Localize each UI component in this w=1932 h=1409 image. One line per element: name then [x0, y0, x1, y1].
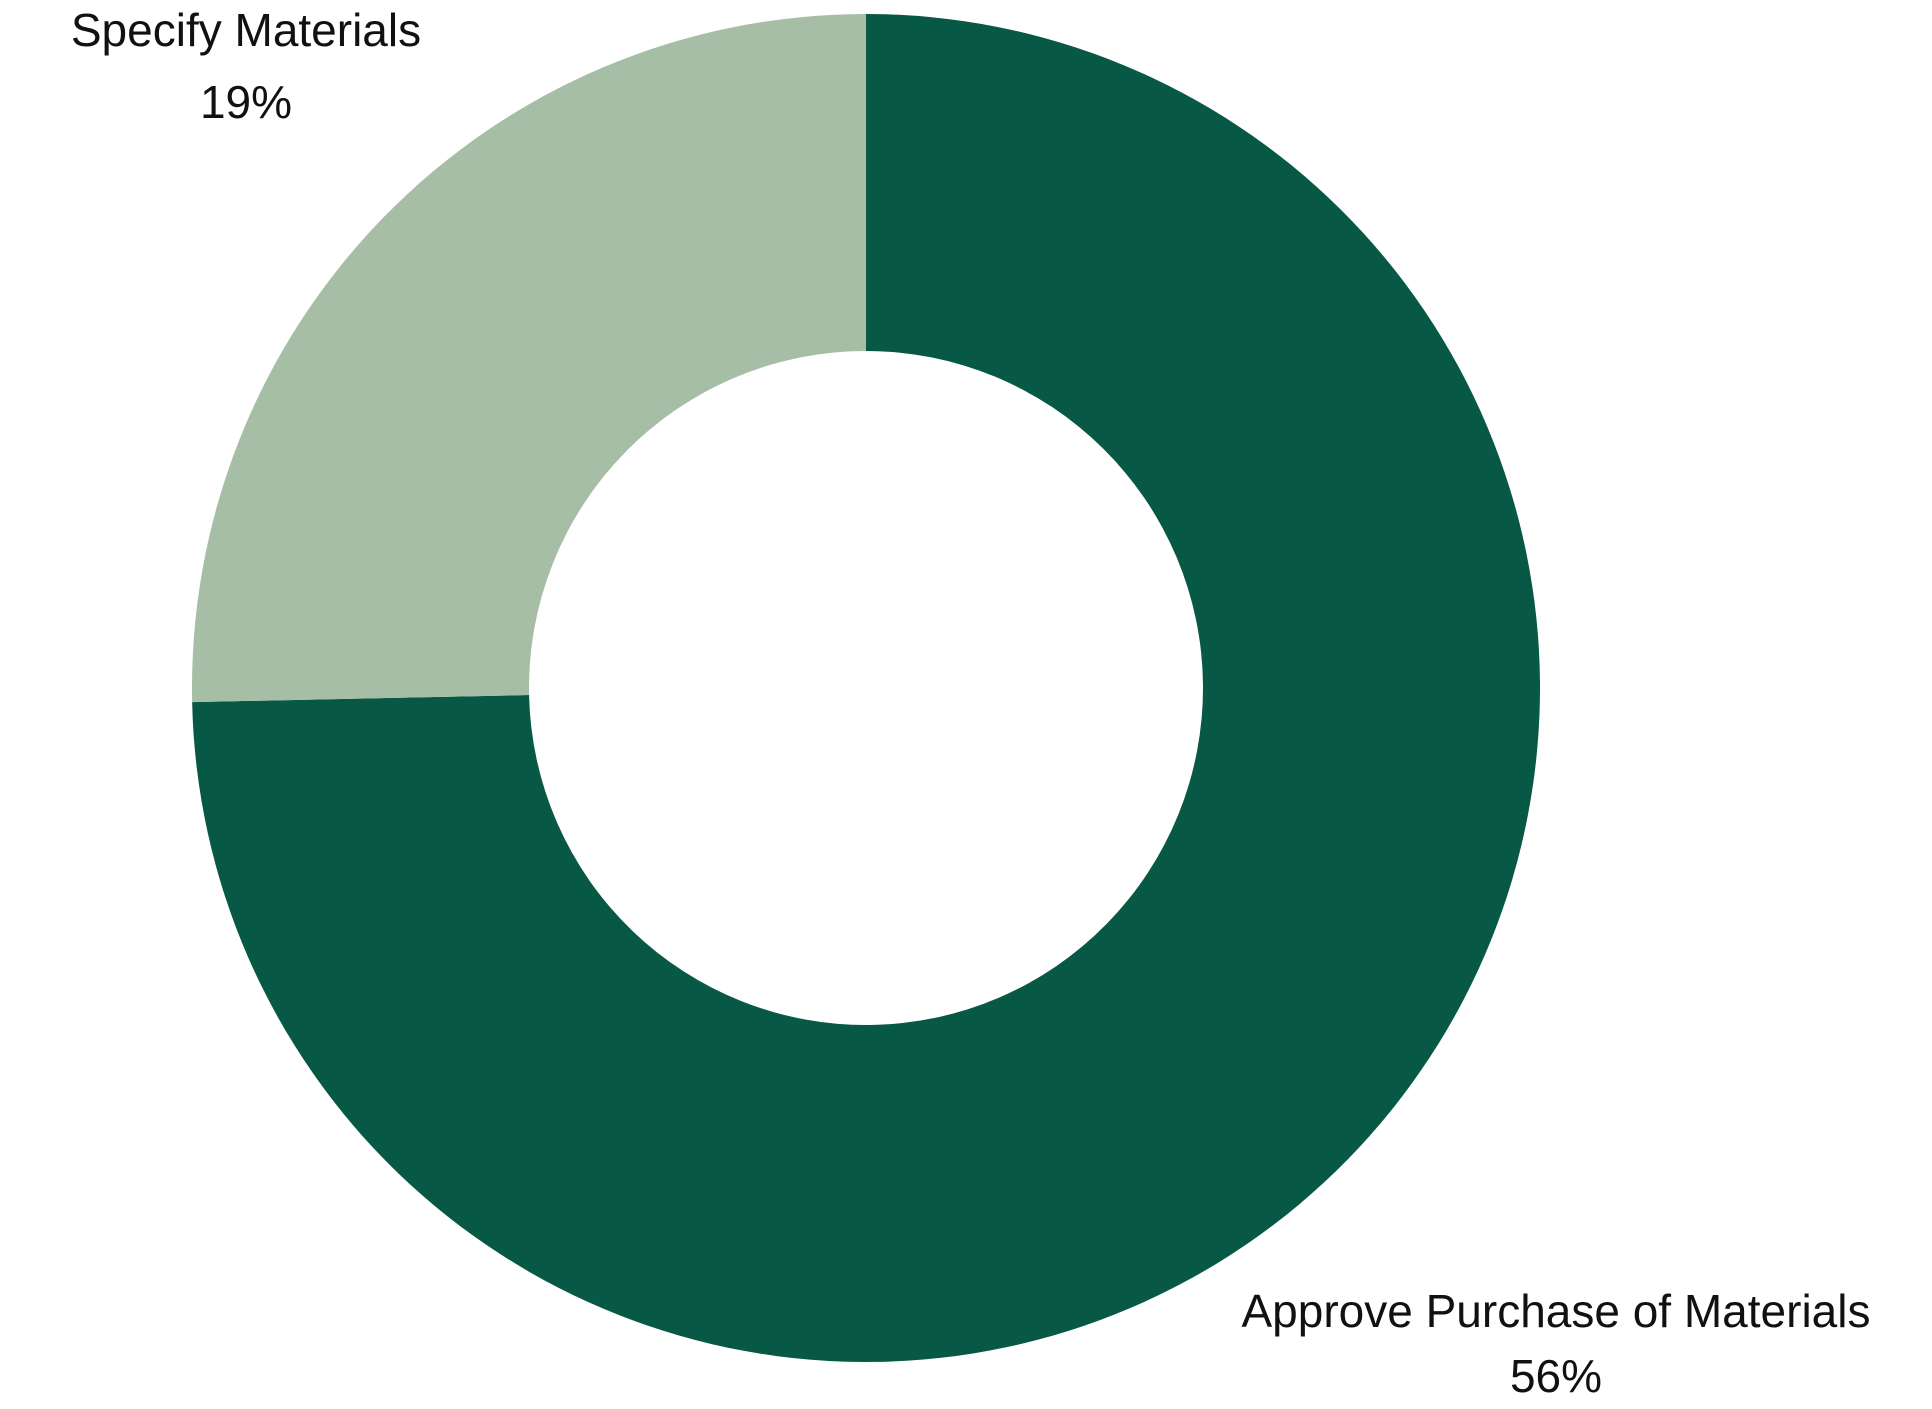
label-specify-materials: Specify Materials	[71, 4, 421, 56]
label-approve-purchase-of-materials: Approve Purchase of Materials	[1242, 1285, 1871, 1337]
slice-specify-materials	[192, 14, 866, 703]
value-label-approve-purchase-of-materials: 56%	[1510, 1350, 1602, 1402]
value-label-specify-materials: 19%	[200, 76, 292, 128]
slice-approve-purchase-of-materials	[192, 14, 1540, 1362]
